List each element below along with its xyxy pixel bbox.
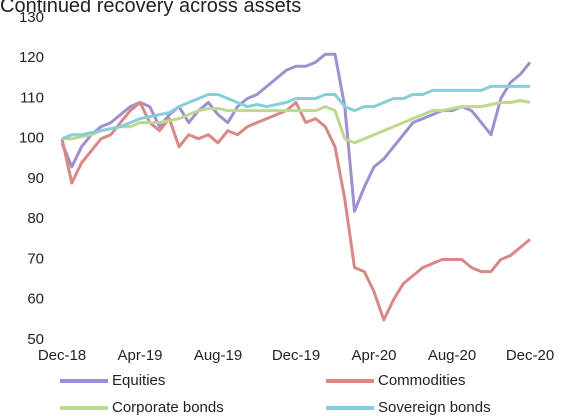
- y-tick-label: 80: [27, 210, 44, 227]
- x-tick-label: Dec-20: [506, 347, 554, 364]
- legend-label: Commodities: [378, 372, 466, 389]
- y-tick-label: 90: [27, 170, 44, 187]
- y-tick-label: 110: [20, 89, 44, 106]
- series-line: [60, 52, 532, 213]
- y-tick-label: 60: [27, 291, 44, 308]
- chart-title: Continued recovery across assets: [0, 0, 301, 17]
- series-line: [61, 84, 530, 141]
- x-tick-label: Dec-19: [272, 347, 320, 364]
- legend-label: Equities: [112, 372, 165, 389]
- x-tick-label: Aug-20: [428, 347, 476, 364]
- y-tick-label: 70: [27, 250, 44, 267]
- x-tick-label: Apr-19: [117, 347, 162, 364]
- y-tick-label: 50: [27, 331, 44, 348]
- x-tick-label: Apr-20: [351, 347, 396, 364]
- y-tick-label: 130: [19, 9, 44, 26]
- legend-label: Corporate bonds: [112, 399, 224, 416]
- x-tick-label: Aug-19: [194, 347, 242, 364]
- series-line: [60, 101, 531, 322]
- y-tick-label: 120: [19, 49, 44, 66]
- legend-label: Sovereign bonds: [378, 399, 491, 416]
- series-line: [62, 99, 531, 145]
- y-tick-label: 100: [19, 130, 44, 147]
- x-tick-label: Dec-18: [38, 347, 86, 364]
